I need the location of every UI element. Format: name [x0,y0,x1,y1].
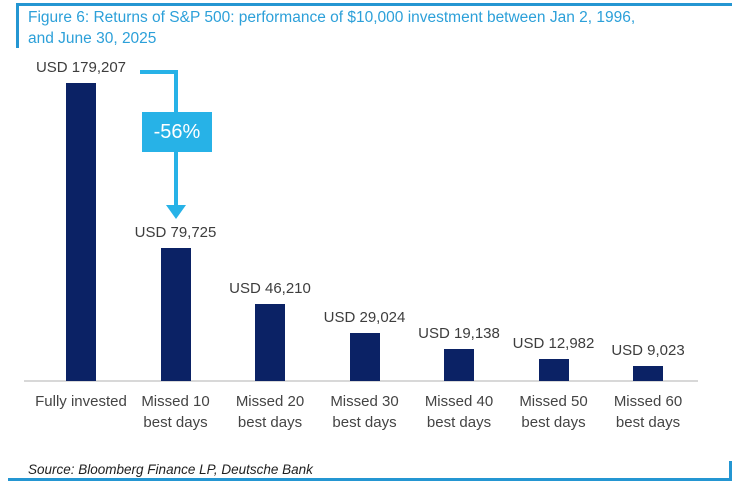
bar-value-label: USD 9,023 [611,342,685,359]
bar-value-label: USD 79,725 [134,224,217,241]
x-axis-labels: Fully invested Missed 10 best days Missed … [24,391,716,439]
annotation-arrow-down-icon [166,205,186,219]
x-axis-label: Fully invested [35,393,127,410]
figure-title-line2: and June 30, 2025 [28,29,157,47]
figure-bottom-rule [8,478,732,481]
figure-title: Figure 6: Returns of S&P 500: performanc… [28,8,730,49]
figure-right-tick [729,461,732,481]
bar-value-label: USD 29,024 [323,309,406,326]
x-axis-label: Missed 30 best days [330,393,399,431]
bar [349,333,380,381]
bar-value-label: USD 12,982 [512,335,595,352]
x-axis-label: Missed 20 best days [235,393,305,431]
bar [444,349,474,381]
x-axis-label: Missed 50 best days [519,393,588,431]
bar [66,83,96,381]
bar-value-label: USD 179,207 [35,59,127,76]
x-axis-label: Missed 60 best days [613,393,683,431]
bar-chart: USD 179,207 USD 79,725 USD 46,210 USD 29,02… [24,58,716,382]
bar [633,366,663,381]
annotation-arrow-horizontal-line [140,70,178,74]
x-axis-line [24,380,698,382]
figure-title-line1: Figure 6: Returns of S&P 500: performanc… [28,9,636,26]
x-axis-label: Missed 40 best days [424,393,494,431]
annotation-percent-badge: -56% [142,112,212,152]
bar [160,248,191,381]
bar-value-label: USD 19,138 [418,325,500,342]
x-axis-label: Missed 10 best days [141,393,210,431]
bar [538,359,569,381]
source-note: Source: Bloomberg Finance LP, Deutsche B… [28,462,313,477]
figure-left-tick [16,3,19,48]
figure-top-rule [16,3,732,6]
bar [255,304,285,381]
bar-value-label: USD 46,210 [229,280,311,297]
